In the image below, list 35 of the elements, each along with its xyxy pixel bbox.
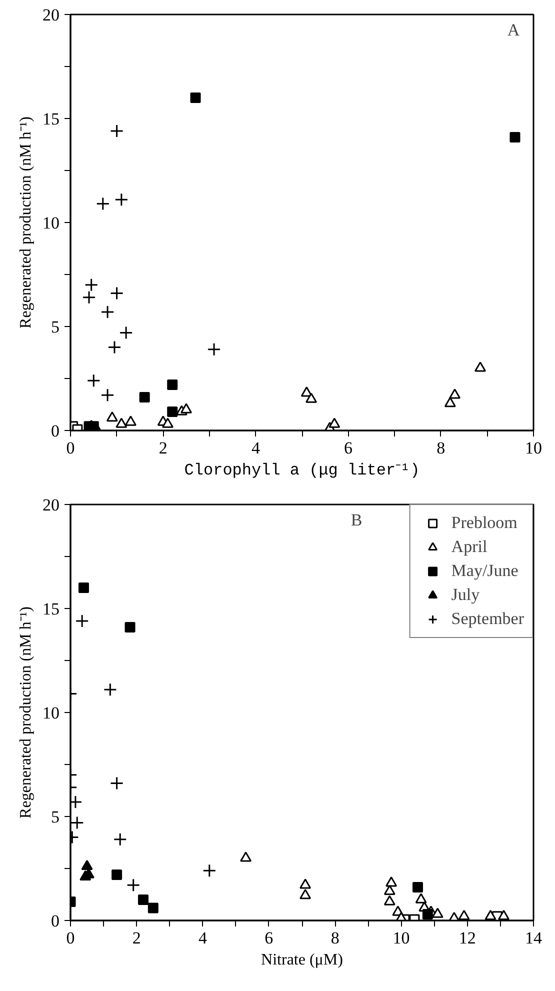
legend-label: July (451, 585, 480, 605)
x-tick-label: 6 (264, 928, 274, 948)
legend-label: Prebloom (451, 513, 518, 533)
x-axis-title: Clorophyll a (μg liter⁻¹) (184, 462, 420, 480)
x-tick-label: 8 (330, 928, 340, 948)
legend-label: April (451, 537, 488, 557)
x-tick-label: 4 (198, 928, 208, 948)
x-tick-label: 0 (66, 438, 75, 458)
y-tick-label: 20 (42, 6, 60, 24)
x-tick-label: 10 (392, 928, 410, 948)
y-tick-label: 15 (42, 600, 60, 618)
y-tick-label: 5 (51, 318, 60, 336)
annotation: B (350, 510, 362, 530)
legend-label: September (451, 609, 524, 629)
y-tick-label: 10 (42, 704, 60, 722)
x-tick-label: 2 (132, 928, 141, 948)
x-axis-title: Nitrate (μM) (261, 952, 343, 968)
y-axis-title: Regenerated production (nM h⁻¹) (18, 116, 34, 328)
x-tick-label: 10 (525, 438, 542, 458)
y-axis-title: Regenerated production (nM h⁻¹) (18, 606, 34, 818)
y-tick-label: 0 (51, 912, 60, 930)
y-tick-label: 15 (42, 110, 60, 128)
y-tick-label: 5 (51, 808, 60, 826)
legend-label: May/June (451, 561, 518, 581)
x-tick-label: 14 (525, 928, 542, 948)
y-tick-label: 10 (42, 214, 60, 232)
annotation: A (507, 20, 520, 40)
y-tick-label: 0 (51, 422, 60, 440)
x-tick-label: 12 (458, 928, 476, 948)
y-tick-label: 20 (42, 496, 60, 514)
x-tick-label: 2 (158, 438, 168, 458)
x-tick-label: 8 (436, 438, 446, 458)
x-tick-label: 6 (344, 438, 353, 458)
x-tick-label: 4 (251, 438, 260, 458)
x-tick-label: 0 (66, 928, 75, 948)
